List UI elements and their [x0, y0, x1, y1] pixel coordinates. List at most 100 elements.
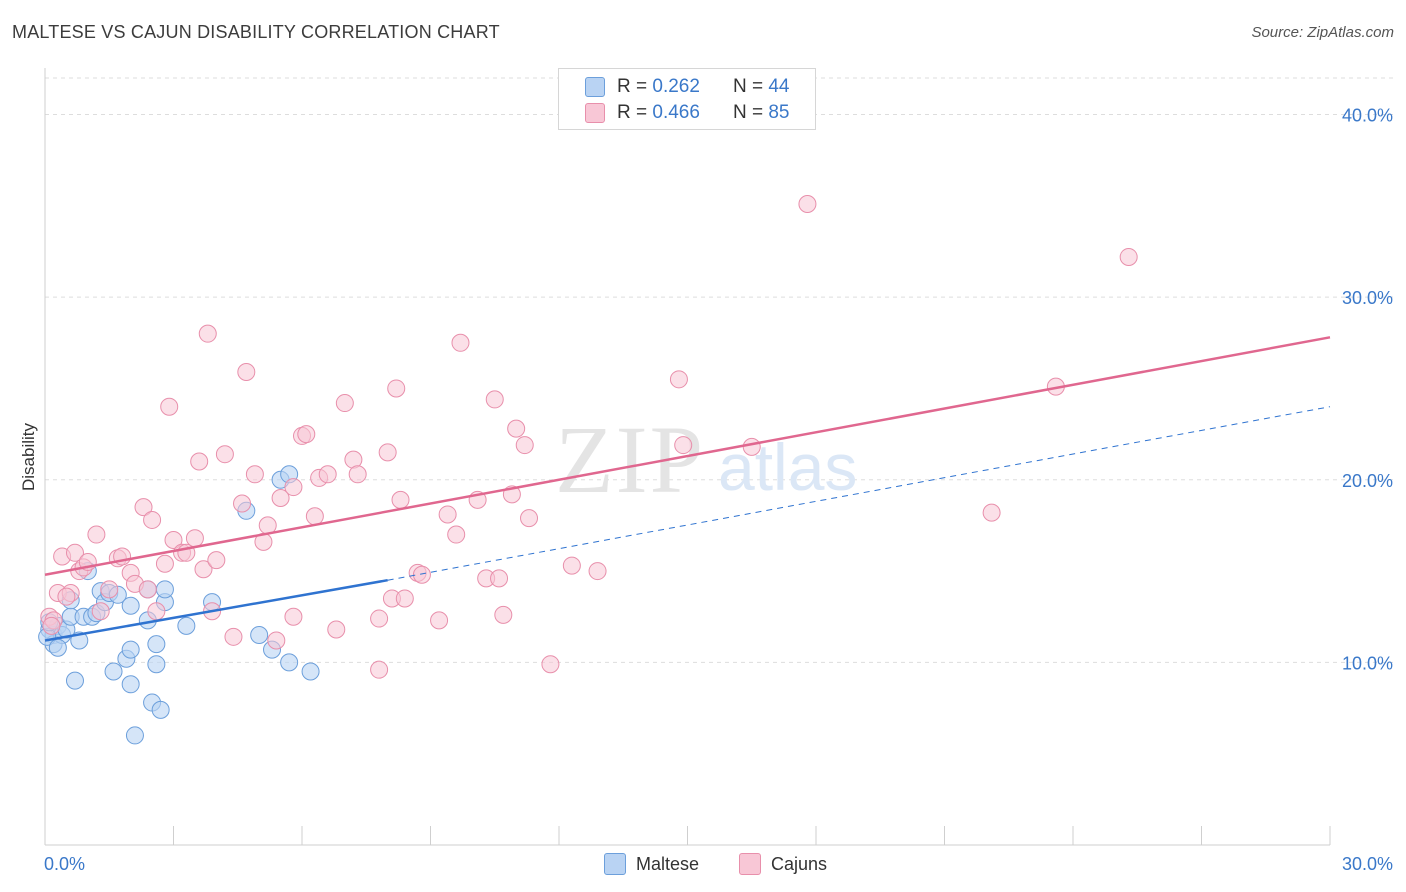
maltese-point	[177, 616, 196, 635]
source-label: Source: ZipAtlas.com	[1251, 24, 1394, 41]
legend-row-maltese: R = 0.262 N = 44	[585, 74, 789, 100]
cajun-point	[267, 631, 286, 650]
cajun-point	[520, 509, 539, 528]
maltese-point	[125, 726, 144, 745]
cajun-point	[669, 370, 688, 389]
n-label: N =	[732, 76, 764, 97]
cajun-point	[387, 379, 406, 398]
cajun-point	[335, 394, 354, 413]
legend-label-cajuns: Cajuns	[771, 853, 828, 874]
cajun-point	[370, 660, 389, 679]
cajun-point	[284, 607, 303, 626]
trend-lines	[44, 336, 1331, 642]
maltese-point	[48, 638, 67, 657]
maltese-trend-extension	[387, 406, 1331, 581]
cajun-point	[305, 507, 324, 526]
n-label: N =	[732, 102, 764, 123]
cajun-point	[164, 531, 183, 550]
cajun-swatch	[585, 103, 605, 123]
cajun-point	[194, 560, 213, 579]
cajun-point	[1119, 247, 1138, 266]
y-tick-label: 30.0%	[1342, 288, 1393, 308]
cajun-point	[412, 565, 431, 584]
cajun-point	[391, 490, 410, 509]
cajun-point	[237, 363, 256, 382]
y-axis-label: Disability	[19, 422, 38, 491]
cajun-point	[490, 569, 509, 588]
cajun-point	[233, 494, 252, 513]
r-label: R =	[617, 102, 648, 123]
cajun-point	[982, 503, 1001, 522]
y-tick-label: 40.0%	[1342, 106, 1393, 126]
maltese-point	[147, 635, 166, 654]
cajun-point	[485, 390, 504, 409]
cajun-point	[507, 419, 526, 438]
cajun-point	[438, 505, 457, 524]
maltese-trend-line	[44, 578, 388, 642]
x-tick-label: 0.0%	[44, 854, 85, 874]
watermark-zip: ZIP	[555, 406, 705, 513]
cajun-point	[327, 620, 346, 639]
cajun-point	[147, 602, 166, 621]
chart-title: MALTESE VS CAJUN DISABILITY CORRELATION …	[12, 22, 500, 42]
cajun-point	[190, 452, 209, 471]
watermark-atlas: atlas	[718, 430, 857, 504]
maltese-point	[280, 653, 299, 672]
watermark: ZIP atlas	[555, 406, 857, 513]
cajun-point	[155, 554, 174, 573]
cajun-point	[65, 543, 84, 562]
cajun-swatch	[739, 853, 761, 875]
tick-labels: 10.0% 20.0% 30.0% 40.0% 0.0% 30.0%	[44, 106, 1393, 874]
cajun-point	[297, 425, 316, 444]
cajun-point	[100, 580, 119, 599]
legend-label-maltese: Maltese	[636, 853, 700, 874]
cajun-point	[42, 616, 61, 635]
cajun-point	[541, 655, 560, 674]
axes	[44, 68, 1331, 846]
maltese-point	[121, 675, 140, 694]
cajun-point	[245, 465, 264, 484]
cajun-point	[451, 333, 470, 352]
maltese-points	[38, 465, 320, 745]
legend-item-maltese[interactable]: Maltese	[604, 851, 699, 877]
cajun-point	[348, 465, 367, 484]
cajun-point	[143, 510, 162, 529]
legend-row-cajun: R = 0.466 N = 85	[585, 100, 789, 126]
maltese-point	[65, 671, 84, 690]
cajun-point	[91, 602, 110, 621]
maltese-swatch	[585, 77, 605, 97]
cajun-point	[742, 437, 761, 456]
y-tick-label: 20.0%	[1342, 471, 1393, 491]
cajun-point	[134, 498, 153, 517]
cajun-point	[271, 489, 290, 508]
cajun-point	[185, 529, 204, 548]
maltese-point	[147, 655, 166, 674]
cajun-point	[57, 587, 76, 606]
cajun-point	[588, 562, 607, 581]
cajun-point	[674, 436, 693, 455]
cajun-point	[378, 443, 397, 462]
cajun-point	[447, 525, 466, 544]
r-value: 0.466	[652, 102, 700, 123]
cajun-point	[798, 195, 817, 214]
maltese-point	[121, 640, 140, 659]
maltese-swatch	[604, 853, 626, 875]
cajun-point	[284, 478, 303, 497]
maltese-point	[151, 700, 170, 719]
maltese-point	[155, 580, 174, 599]
cajun-point	[87, 525, 106, 544]
cajun-trend-line	[44, 336, 1331, 576]
cajun-point	[160, 397, 179, 416]
n-value: 85	[768, 102, 790, 123]
legend-item-cajuns[interactable]: Cajuns	[739, 851, 827, 877]
cajun-point	[395, 589, 414, 608]
maltese-point	[250, 625, 269, 644]
cajun-point	[515, 436, 534, 455]
cajun-point	[562, 556, 581, 575]
maltese-point	[104, 662, 123, 681]
r-label: R =	[617, 76, 648, 97]
r-value: 0.262	[652, 76, 700, 97]
cajun-point	[430, 611, 449, 630]
cajun-point	[318, 465, 337, 484]
